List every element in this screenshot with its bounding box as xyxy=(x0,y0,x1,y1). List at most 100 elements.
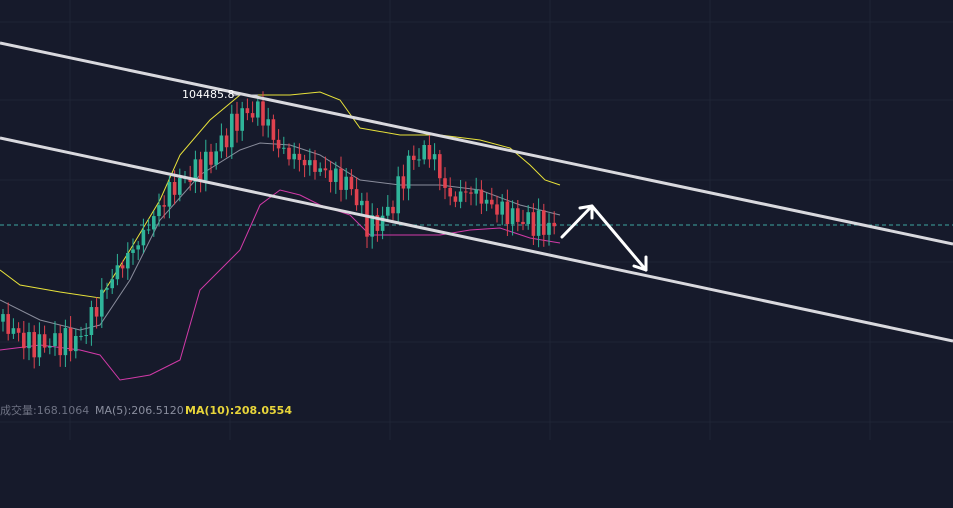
candle-body xyxy=(438,154,442,179)
candle-body xyxy=(48,346,52,348)
candle-body xyxy=(230,113,234,148)
candle-body xyxy=(162,205,166,207)
candle-body xyxy=(245,108,250,114)
high-label: 104485.8 xyxy=(182,88,235,101)
ma10-label: MA(10):208.0554 xyxy=(185,404,292,417)
candle-body xyxy=(328,170,333,182)
candle-body xyxy=(432,154,437,160)
candle-body xyxy=(516,208,520,222)
candle-body xyxy=(458,191,463,202)
candles xyxy=(1,91,556,369)
candle-body xyxy=(146,229,151,231)
candle-body xyxy=(349,176,354,190)
candle-body xyxy=(490,199,494,205)
candle-body xyxy=(157,205,161,217)
candle-body xyxy=(495,204,499,215)
candle-body xyxy=(448,187,452,197)
candle-body xyxy=(89,307,94,336)
candle-body xyxy=(318,168,322,172)
candle-body xyxy=(100,289,104,317)
candle-body xyxy=(11,328,16,334)
candle-body xyxy=(16,328,21,333)
candle-body xyxy=(505,201,510,225)
candle-body xyxy=(126,252,130,269)
candle-body xyxy=(401,176,406,189)
arrow-head-down xyxy=(632,255,648,272)
candle-body xyxy=(167,181,172,207)
bollinger-mid xyxy=(0,142,561,331)
candle-body xyxy=(131,249,135,253)
candle-body xyxy=(375,215,380,231)
candle-body xyxy=(484,199,489,204)
candle-body xyxy=(474,189,478,194)
candle-body xyxy=(74,335,78,352)
candle-body xyxy=(209,151,213,165)
candle-body xyxy=(464,191,468,193)
candle-body xyxy=(453,196,458,202)
arrow-head-up xyxy=(578,204,594,220)
candle-body xyxy=(141,229,146,246)
ma5-label: MA(5):206.5120 xyxy=(95,404,184,417)
candle-body xyxy=(344,176,348,190)
candle-body xyxy=(469,192,473,194)
candle-body xyxy=(235,113,239,131)
candle-body xyxy=(526,212,530,225)
candle-body xyxy=(37,334,42,358)
candle-body xyxy=(58,333,62,356)
candle-body xyxy=(22,332,26,349)
candle-body xyxy=(6,314,10,334)
candle-body xyxy=(370,215,374,237)
candle-body xyxy=(271,119,276,140)
channel-lower xyxy=(0,136,953,343)
candle-body xyxy=(292,153,296,160)
candle-body xyxy=(204,151,208,181)
candle-body xyxy=(297,153,302,160)
candle-body xyxy=(360,200,364,206)
candle-body xyxy=(406,155,411,189)
candle-body xyxy=(32,332,36,358)
candle-body xyxy=(500,201,504,215)
candle-body xyxy=(42,334,47,348)
candle-body xyxy=(193,159,198,182)
candle-body xyxy=(178,177,182,195)
candle-body xyxy=(282,147,286,149)
candle-body xyxy=(365,200,369,237)
forecast-arrows xyxy=(560,204,648,272)
candle-body xyxy=(84,335,88,337)
candle-body xyxy=(120,265,125,269)
candle-body xyxy=(94,307,99,317)
candle-body xyxy=(354,189,359,206)
candle-body xyxy=(240,108,244,131)
candle-body xyxy=(313,160,317,172)
candle-body xyxy=(302,159,307,166)
candle-body xyxy=(136,245,140,250)
candle-body xyxy=(68,328,73,352)
candle-body xyxy=(79,335,83,337)
candle-body xyxy=(443,178,447,188)
candle-body xyxy=(105,288,109,290)
candle-body xyxy=(386,206,390,216)
candle-body xyxy=(172,181,177,195)
candle-body xyxy=(547,222,551,235)
candle-body xyxy=(323,168,328,171)
candle-body xyxy=(1,314,5,322)
candle-body xyxy=(334,168,338,182)
candle-body xyxy=(396,176,400,214)
candle-body xyxy=(422,144,426,160)
bollinger-lower xyxy=(0,189,561,381)
candle-body xyxy=(256,101,260,118)
candle-body xyxy=(521,221,525,225)
bollinger-upper xyxy=(0,91,561,299)
candle-body xyxy=(115,265,120,280)
candle-body xyxy=(391,206,395,214)
candle-body xyxy=(339,168,343,190)
candle-body xyxy=(412,155,416,160)
candle-body xyxy=(531,212,536,236)
candle-body xyxy=(261,101,265,126)
candle-body xyxy=(417,159,421,161)
channel-upper xyxy=(0,41,953,246)
candle-body xyxy=(308,160,312,166)
